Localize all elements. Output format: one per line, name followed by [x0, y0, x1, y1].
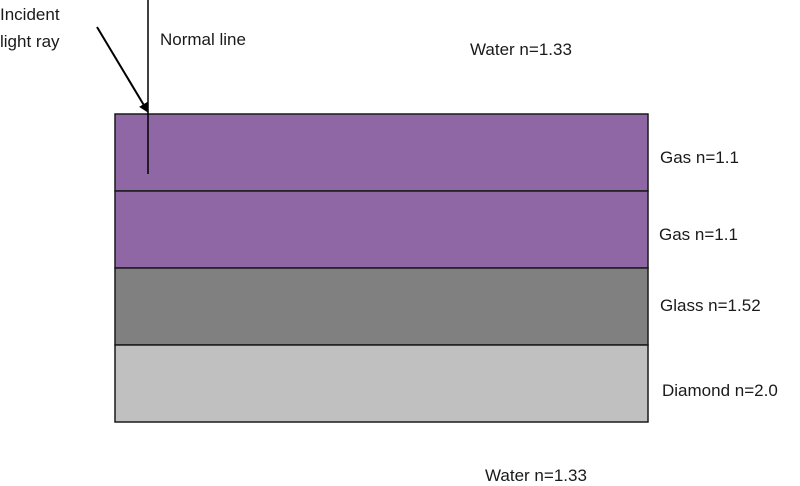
layer-gas-1 — [114, 113, 649, 192]
incident-light-ray — [96, 26, 149, 113]
layer-diamond — [114, 344, 649, 423]
layer-gas-2 — [114, 190, 649, 269]
water-bottom-label: Water n=1.33 — [485, 466, 587, 485]
layer-label-gas-2: Gas n=1.1 — [659, 225, 738, 244]
layer-label-glass: Glass n=1.52 — [660, 296, 761, 315]
incident-ray-label-line1: Incident — [0, 5, 60, 24]
water-top-label: Water n=1.33 — [470, 40, 572, 59]
normal-line-label: Normal line — [160, 30, 246, 49]
layer-glass — [114, 267, 649, 346]
incident-ray-label-line2: light ray — [0, 32, 60, 51]
layer-label-gas-1: Gas n=1.1 — [660, 148, 739, 167]
layer-label-diamond: Diamond n=2.0 — [662, 381, 778, 400]
